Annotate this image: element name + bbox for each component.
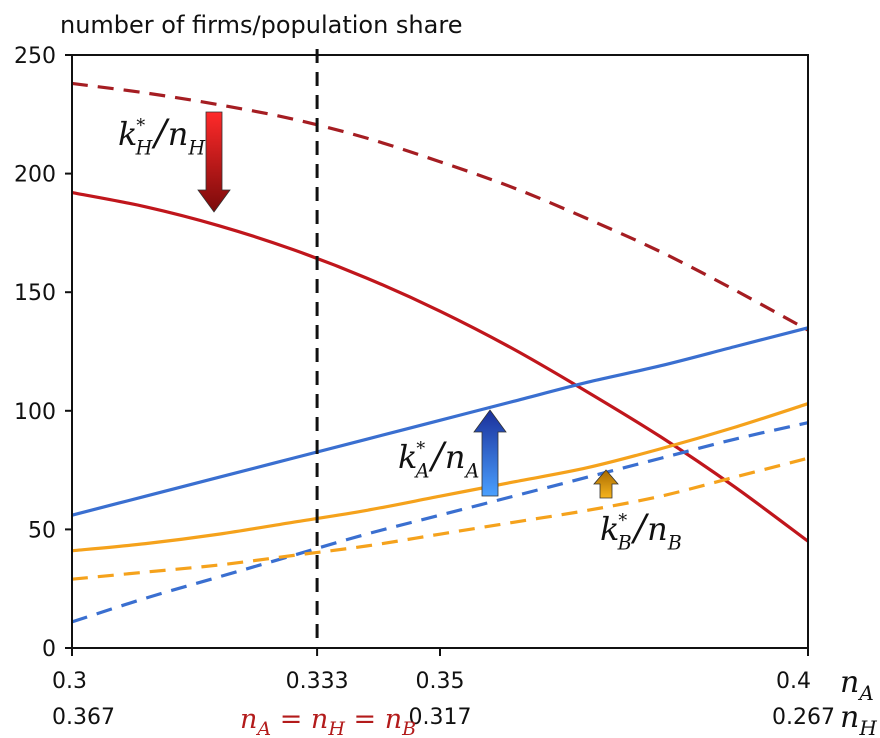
kh-label: k* H/nH — [118, 111, 206, 160]
x-tick-label-nh: 0.367 — [52, 705, 115, 730]
anno-layer: k* H/nH k* A/nA k* B/nB — [118, 111, 682, 555]
kb-label: k* B/nB — [600, 506, 682, 555]
arrow-h-arrow — [197, 111, 231, 213]
ticks-layer: 0 50 100 150 200 250 0.3 0.367 0.333 0.35 0.317 0.4… — [14, 44, 835, 730]
arrows-layer — [197, 111, 619, 499]
x-tick-label-na: 0.3 — [52, 669, 87, 694]
arrow-a-arrow — [473, 409, 507, 497]
y-tick-label: 50 — [28, 518, 56, 543]
svg-text:k*B/nB: k* B/nB — [600, 506, 682, 555]
ka-label: k* A/nA — [398, 434, 479, 483]
x-axis-label-nh: nH — [840, 700, 877, 738]
series-kh-dashed — [71, 81, 809, 332]
y-tick-label: 200 — [14, 163, 56, 188]
svg-text:k*H/nH: k* H/nH — [118, 111, 206, 160]
y-tick-label: 0 — [42, 637, 56, 662]
y-tick-label: 150 — [14, 281, 56, 306]
svg-text:k*A/nA: k* A/nA — [398, 434, 479, 483]
y-tick-label: 100 — [14, 400, 56, 425]
x-tick-label-na: 0.333 — [286, 669, 349, 694]
series-kh-solid — [71, 191, 809, 543]
x-tick-label-nh: 0.267 — [772, 705, 835, 730]
x-axis-label-na: nA — [840, 665, 874, 705]
chart-title: number of firms/population share — [60, 11, 462, 39]
y-tick-label: 250 — [14, 44, 56, 69]
x-tick-label-nh: 0.317 — [409, 705, 472, 730]
series-layer — [71, 81, 809, 624]
series-kb-dashed — [71, 456, 809, 581]
equal-share-label: nA = nH = nB — [240, 704, 416, 738]
x-tick-label-na: 0.4 — [776, 669, 811, 694]
series-kb-solid — [71, 402, 809, 553]
arrow-b-arrow — [593, 469, 619, 499]
x-tick-label-na: 0.35 — [416, 669, 465, 694]
series-ka-solid — [71, 326, 809, 517]
series-ka-dashed — [71, 421, 809, 624]
